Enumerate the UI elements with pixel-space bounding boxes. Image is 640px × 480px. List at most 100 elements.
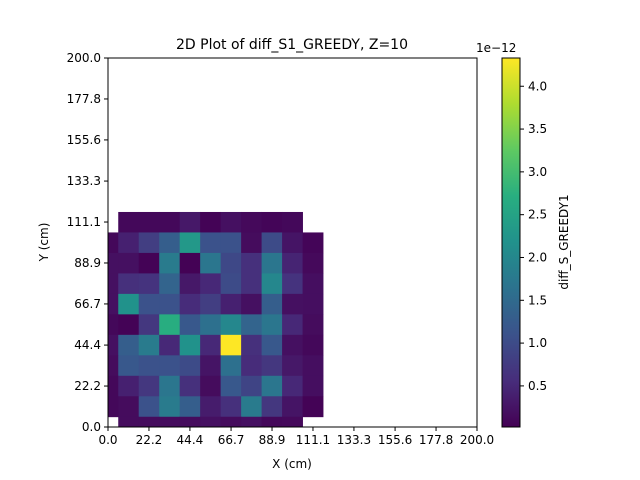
heatmap-cell (220, 293, 242, 315)
heatmap-cell (200, 416, 222, 428)
heatmap-cell (159, 273, 181, 295)
x-tick-label: 155.6 (378, 433, 412, 447)
heatmap-cell (261, 355, 283, 377)
heatmap-cell (302, 293, 324, 315)
heatmap-cell (138, 375, 160, 397)
x-tick-label: 177.8 (419, 433, 453, 447)
heatmap-cell (220, 334, 242, 356)
heatmap-cell (282, 375, 303, 397)
chart-title: 2D Plot of diff_S1_GREEDY, Z=10 (176, 37, 408, 53)
x-tick-label: 22.2 (136, 433, 163, 447)
heatmap-cell (138, 273, 160, 295)
heatmap-cell (302, 375, 324, 397)
heatmap-cell (108, 375, 119, 397)
x-axis-label: X (cm) (272, 457, 312, 471)
heatmap-cell (138, 252, 160, 274)
heatmap-cell (159, 211, 181, 233)
heatmap-cell (220, 211, 242, 233)
heatmap-cell (282, 252, 303, 274)
heatmap-cell (159, 375, 181, 397)
heatmap-cell (108, 252, 119, 274)
heatmap-cell (241, 375, 262, 397)
heatmap-cell (159, 252, 181, 274)
heatmap-cell (159, 334, 181, 356)
heatmap-cell (138, 396, 160, 418)
heatmap-cell (138, 314, 160, 336)
heatmap-cell (220, 396, 242, 418)
heatmap-cell (282, 273, 303, 295)
heatmap-cell (118, 355, 140, 377)
x-tick-label: 66.7 (218, 433, 245, 447)
heatmap-cell (282, 355, 303, 377)
heatmap-cell (159, 293, 181, 315)
heatmap-cell (138, 293, 160, 315)
heatmap-cell (138, 416, 160, 428)
colorbar-tick-label: 1.5 (528, 293, 547, 307)
heatmap-cell (241, 252, 262, 274)
heatmap-cell (179, 211, 201, 233)
heatmap-cell (241, 232, 262, 254)
heatmap-cell (200, 314, 222, 336)
x-tick-label: 133.3 (337, 433, 371, 447)
heatmap-cell (261, 232, 283, 254)
heatmap-cell (220, 252, 242, 274)
heatmap-cell (282, 232, 303, 254)
heatmap-cell (241, 416, 262, 428)
heatmap-cell (200, 375, 222, 397)
heatmap-cell (220, 375, 242, 397)
heatmap-cell (159, 396, 181, 418)
heatmap-cell (159, 355, 181, 377)
heatmap-cell (108, 314, 119, 336)
heatmap-cell (118, 334, 140, 356)
y-tick-label: 200.0 (67, 51, 101, 65)
heatmap-cell (179, 252, 201, 274)
heatmap-cell (200, 293, 222, 315)
heatmap-cell (241, 334, 262, 356)
heatmap-cell (282, 314, 303, 336)
heatmap-cell (302, 355, 324, 377)
heatmap-cell (118, 232, 140, 254)
heatmap-cell (108, 334, 119, 356)
heatmap-cell (302, 252, 324, 274)
x-tick-label: 0.0 (98, 433, 117, 447)
heatmap-cell (302, 396, 324, 418)
heatmap-cell (118, 375, 140, 397)
heatmap-cell (108, 355, 119, 377)
heatmap-cell (261, 273, 283, 295)
y-tick-label: 88.9 (74, 256, 101, 270)
heatmap-cell (118, 416, 140, 428)
heatmap-cell (261, 293, 283, 315)
heatmap-cell (179, 273, 201, 295)
heatmap-cell (200, 355, 222, 377)
heatmap-cell (200, 396, 222, 418)
heatmap-cell (179, 396, 201, 418)
heatmap-cell (261, 211, 283, 233)
heatmap-cell (220, 273, 242, 295)
heatmap-cell (159, 232, 181, 254)
colorbar-label: diff_S_GREEDY1 (557, 194, 571, 289)
colorbar-ticks: 0.5 1.0 1.5 2.0 2.5 3.0 3.5 4.0 (520, 79, 547, 393)
x-axis-ticks: 0.0 22.2 44.4 66.7 88.9 111.1 133.3 155.6 177.8 2… (98, 427, 494, 447)
y-tick-label: 0.0 (82, 420, 101, 434)
heatmap-cell (200, 252, 222, 274)
heatmap-cell (200, 334, 222, 356)
heatmap-cell (261, 416, 283, 428)
heatmap-cell (179, 314, 201, 336)
heatmap-cell (179, 375, 201, 397)
heatmap-cell (282, 334, 303, 356)
y-axis-label: Y (cm) (37, 223, 51, 263)
heatmap-cell (108, 232, 119, 254)
colorbar-offset-text: 1e−12 (476, 41, 516, 55)
x-tick-label: 200.0 (460, 433, 494, 447)
heatmap-cell (302, 232, 324, 254)
heatmap-cell (282, 211, 303, 233)
y-tick-label: 111.1 (67, 215, 101, 229)
heatmap-cell (118, 293, 140, 315)
heatmap-cell (118, 211, 140, 233)
heatmap-cell (261, 314, 283, 336)
y-tick-label: 22.2 (74, 379, 101, 393)
heatmap-cell (108, 396, 119, 418)
heatmap-cell (138, 232, 160, 254)
heatmap-cell (200, 273, 222, 295)
heatmap-cell (179, 416, 201, 428)
